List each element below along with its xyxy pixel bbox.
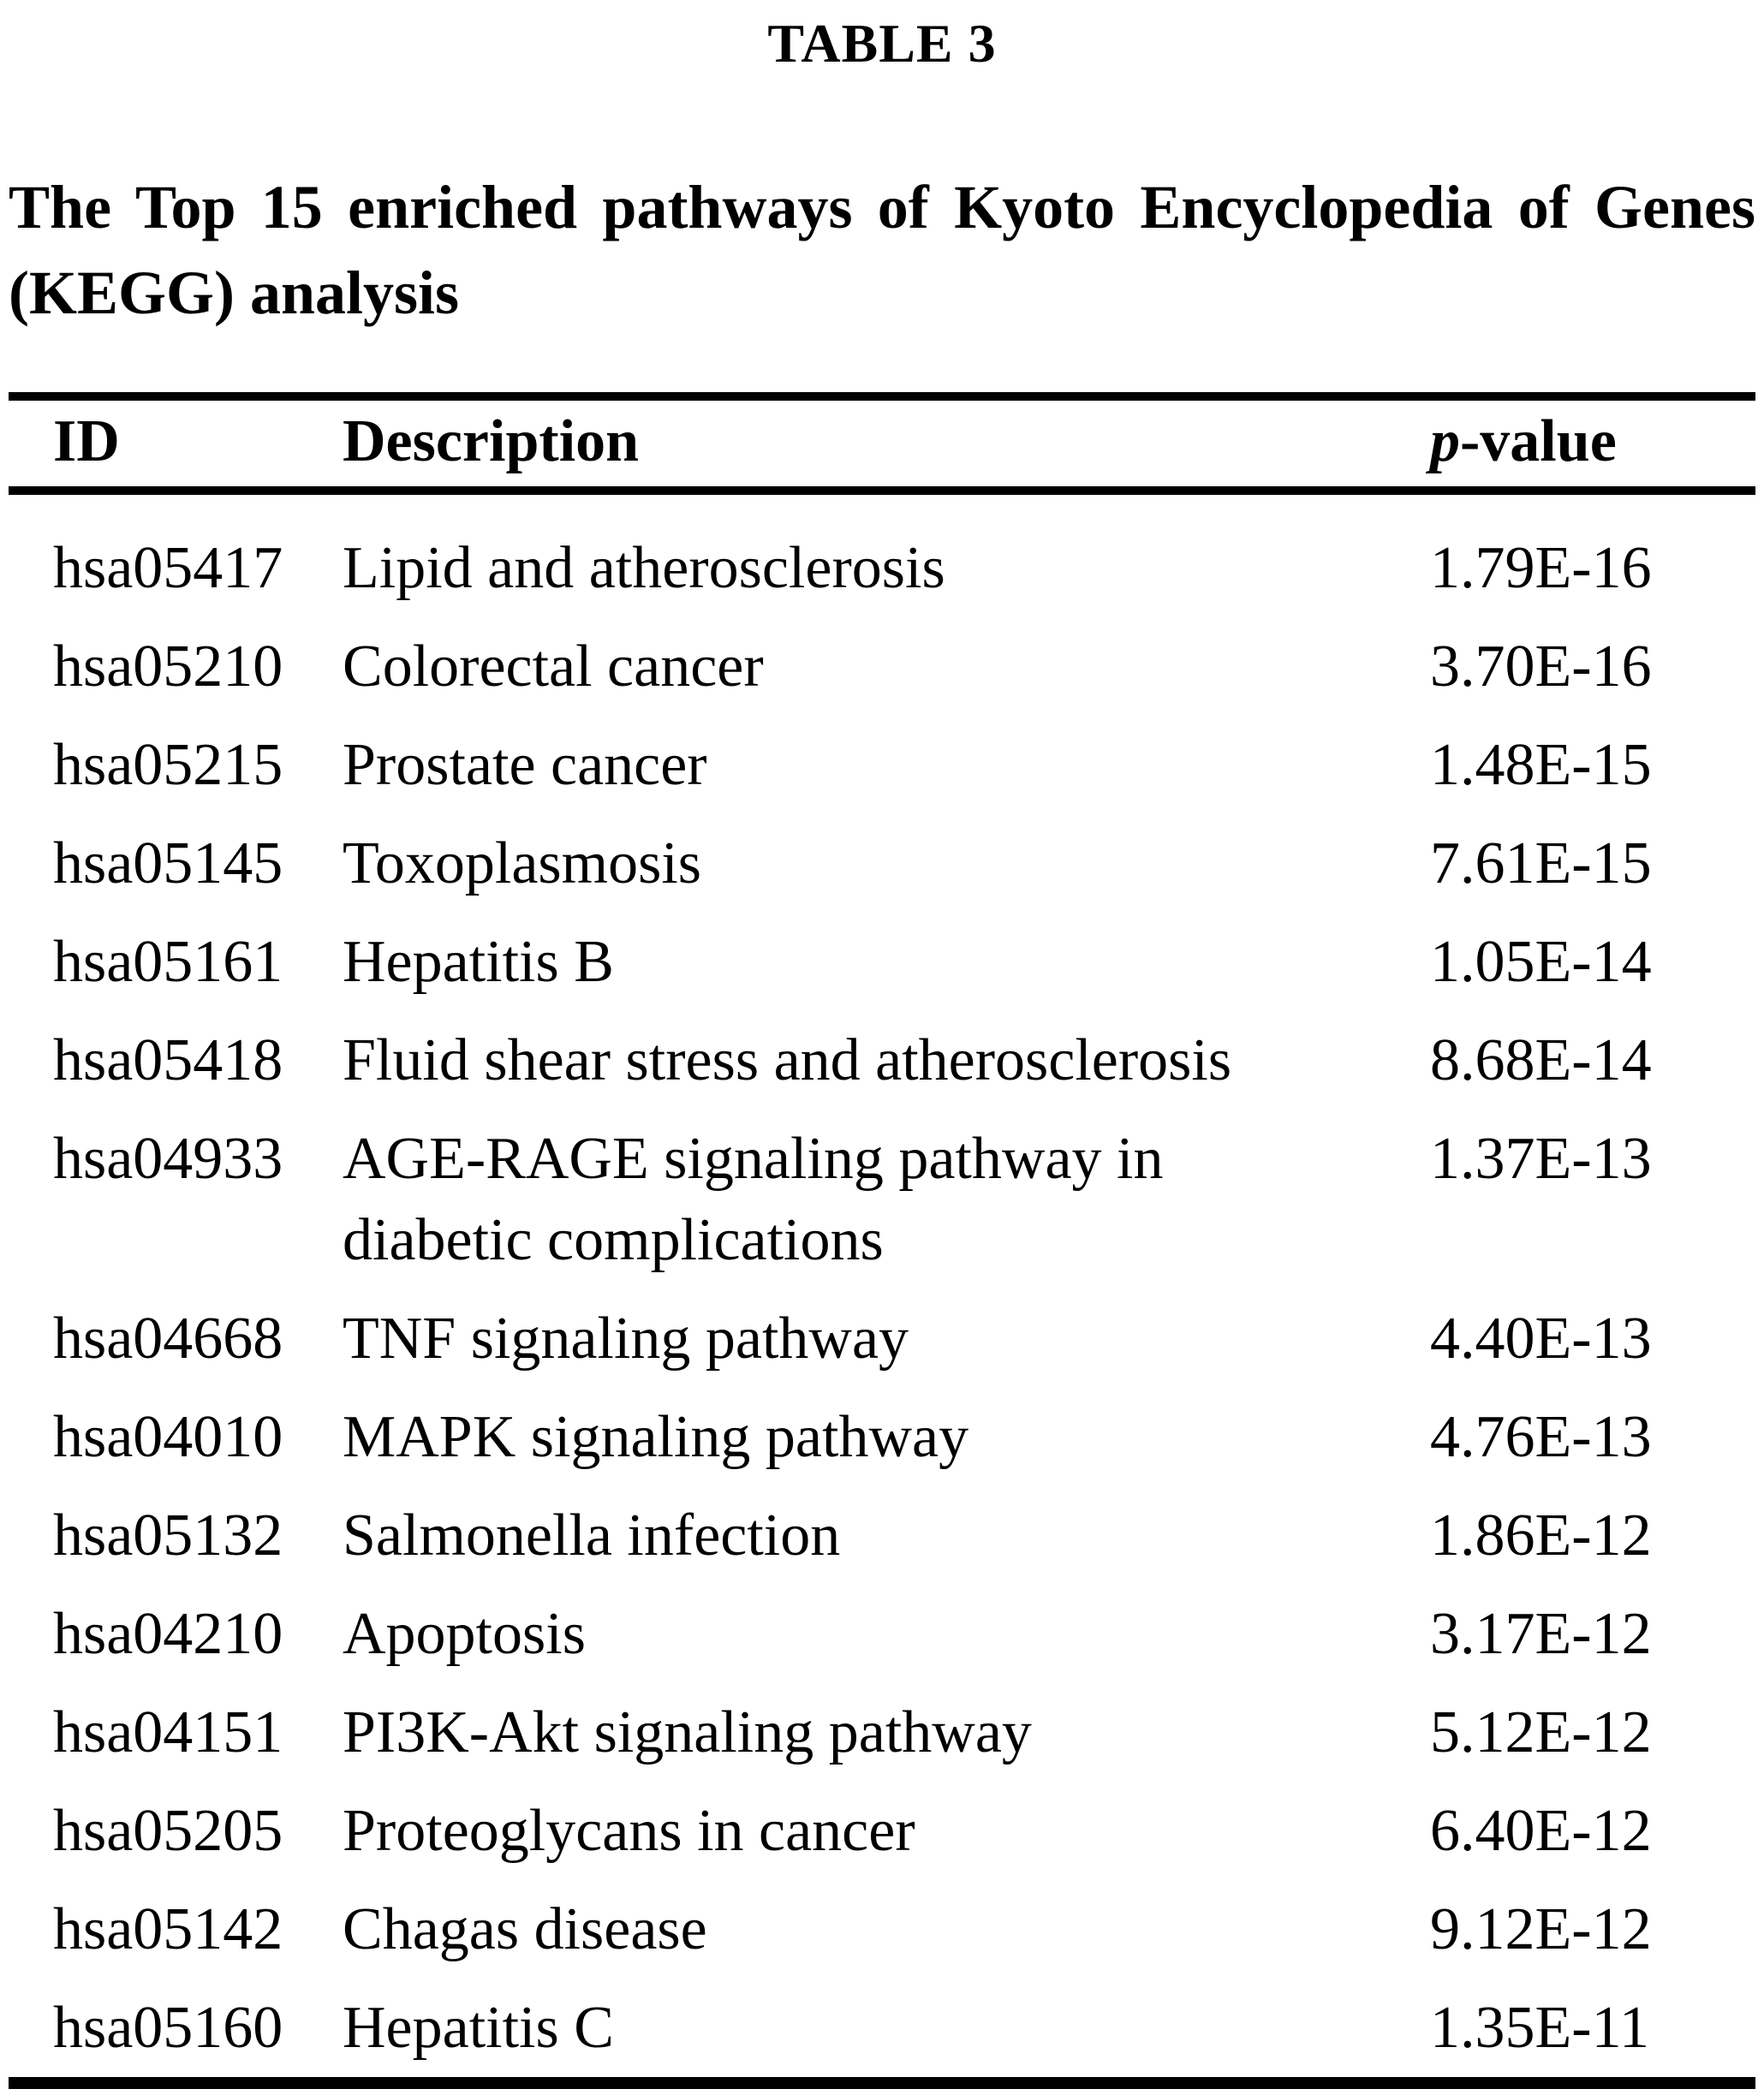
table-row: hsa05215 Prostate cancer 1.48E-15 [9, 716, 1755, 814]
cell-pvalue: 1.86E-12 [1430, 1503, 1652, 1568]
cell-description: Chagas disease [343, 1896, 707, 1962]
caption-line-2: (KEGG) analysis [9, 259, 460, 327]
cell-id: hsa04210 [53, 1601, 283, 1667]
table-row: hsa04010 MAPK signaling pathway 4.76E-13 [9, 1388, 1755, 1486]
column-header-description: Description [343, 408, 640, 474]
table-row: hsa04668 TNF signaling pathway 4.40E-13 [9, 1289, 1755, 1388]
cell-pvalue: 1.05E-14 [1430, 929, 1652, 995]
cell-description: Hepatitis B [343, 929, 614, 995]
table-row: hsa05132 Salmonella infection 1.86E-12 [9, 1486, 1755, 1585]
table-row: hsa05418 Fluid shear stress and atherosc… [9, 1011, 1755, 1110]
cell-id: hsa04668 [53, 1306, 283, 1372]
cell-id: hsa05161 [53, 929, 283, 995]
cell-pvalue: 1.37E-13 [1430, 1126, 1652, 1192]
cell-pvalue: 4.76E-13 [1430, 1404, 1652, 1470]
table-row: hsa05210 Colorectal cancer 3.70E-16 [9, 617, 1755, 716]
cell-id: hsa04151 [53, 1699, 283, 1765]
cell-description: Colorectal cancer [343, 634, 764, 699]
table-row: hsa05145 Toxoplasmosis 7.61E-15 [9, 814, 1755, 913]
cell-id: hsa05132 [53, 1503, 283, 1568]
caption-line-1: The Top 15 enriched pathways of Kyoto En… [9, 173, 1755, 241]
table-row: hsa05161 Hepatitis B 1.05E-14 [9, 913, 1755, 1011]
cell-id: hsa05215 [53, 732, 283, 798]
cell-pvalue: 9.12E-12 [1430, 1896, 1652, 1962]
cell-description: AGE-RAGE signaling pathway in diabetic c… [343, 1126, 1164, 1273]
cell-description: Lipid and atherosclerosis [343, 535, 945, 601]
cell-description: Fluid shear stress and atherosclerosis [343, 1027, 1232, 1093]
table-row: hsa04210 Apoptosis 3.17E-12 [9, 1585, 1755, 1683]
cell-description: Hepatitis C [343, 1995, 614, 2061]
cell-pvalue: 7.61E-15 [1430, 830, 1652, 896]
pvalue-italic-p: p [1430, 408, 1460, 474]
table-row: hsa05142 Chagas disease 9.12E-12 [9, 1880, 1755, 1979]
cell-pvalue: 1.48E-15 [1430, 732, 1652, 798]
cell-id: hsa04933 [53, 1126, 283, 1192]
cell-pvalue: 5.12E-12 [1430, 1699, 1652, 1765]
cell-id: hsa05142 [53, 1896, 283, 1962]
cell-description: Prostate cancer [343, 732, 707, 798]
column-header-pvalue: p-value [1421, 396, 1755, 491]
cell-id: hsa05417 [53, 535, 283, 601]
cell-id: hsa05160 [53, 1995, 283, 2061]
cell-description: TNF signaling pathway [343, 1306, 909, 1372]
cell-id: hsa05145 [53, 830, 283, 896]
cell-pvalue: 8.68E-14 [1430, 1027, 1652, 1093]
pvalue-rest: -value [1460, 408, 1617, 474]
cell-pvalue: 3.70E-16 [1430, 634, 1652, 699]
table-row: hsa05160 Hepatitis C 1.35E-11 [9, 1979, 1755, 2083]
cell-id: hsa05210 [53, 634, 283, 699]
cell-description: Toxoplasmosis [343, 830, 702, 896]
cell-pvalue: 6.40E-12 [1430, 1798, 1652, 1864]
table-row: hsa05417 Lipid and atherosclerosis 1.79E… [9, 491, 1755, 617]
header-row: ID Description p-value [9, 396, 1755, 491]
cell-description: MAPK signaling pathway [343, 1404, 969, 1470]
cell-pvalue: 1.35E-11 [1430, 1995, 1649, 2061]
cell-pvalue: 4.40E-13 [1430, 1306, 1652, 1372]
column-header-id: ID [53, 408, 120, 474]
kegg-pathways-table: ID Description p-value hsa05417 Lipid an… [9, 392, 1755, 2089]
table-row: hsa05205 Proteoglycans in cancer 6.40E-1… [9, 1782, 1755, 1880]
cell-description: PI3K-Akt signaling pathway [343, 1699, 1032, 1765]
table-caption: The Top 15 enriched pathways of Kyoto En… [9, 164, 1755, 336]
table-label: TABLE 3 [767, 13, 997, 74]
cell-pvalue: 1.79E-16 [1430, 535, 1652, 601]
cell-description: Apoptosis [343, 1601, 586, 1667]
cell-description: Salmonella infection [343, 1503, 841, 1568]
cell-id: hsa04010 [53, 1404, 283, 1470]
table-row: hsa04933 AGE-RAGE signaling pathway in d… [9, 1110, 1755, 1289]
cell-pvalue: 3.17E-12 [1430, 1601, 1652, 1667]
cell-id: hsa05205 [53, 1798, 283, 1864]
table-row: hsa04151 PI3K-Akt signaling pathway 5.12… [9, 1683, 1755, 1782]
cell-description: Proteoglycans in cancer [343, 1798, 915, 1864]
cell-id: hsa05418 [53, 1027, 283, 1093]
